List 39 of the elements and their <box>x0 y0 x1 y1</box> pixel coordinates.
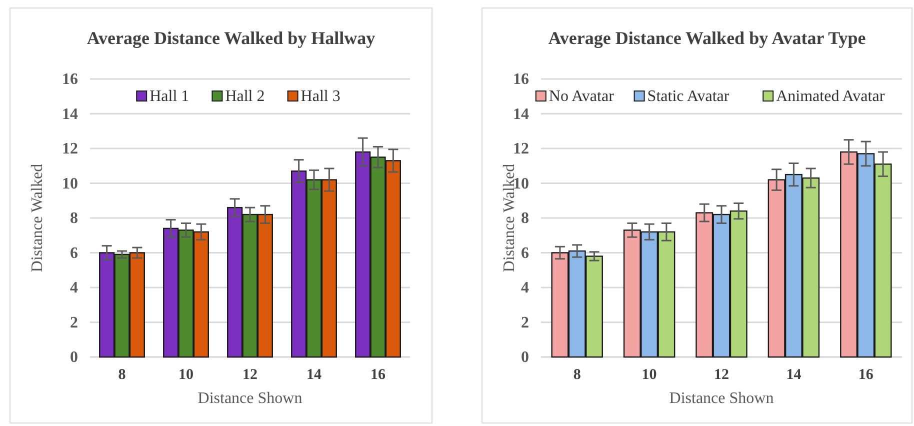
x-tick-label: 10 <box>642 367 657 383</box>
x-axis-title: Distance Shown <box>198 390 302 407</box>
chart-title: Average Distance Walked by Avatar Type <box>548 28 866 48</box>
x-tick-label: 12 <box>242 367 258 383</box>
legend-label: Hall 3 <box>300 88 340 105</box>
x-tick-label: 8 <box>118 367 126 383</box>
y-tick-label: 16 <box>62 71 78 88</box>
x-tick-label: 14 <box>306 367 322 383</box>
y-tick-label: 8 <box>521 210 529 227</box>
y-tick-label: 12 <box>513 140 529 158</box>
x-tick-label: 12 <box>714 367 729 383</box>
legend-label: Static Avatar <box>647 88 730 105</box>
y-tick-label: 4 <box>521 280 529 296</box>
y-axis-title: Distance Walked <box>29 164 46 272</box>
x-tick-label: 10 <box>178 367 194 383</box>
y-tick-label: 16 <box>513 71 529 88</box>
x-tick-label: 16 <box>370 367 386 383</box>
y-tick-label: 2 <box>70 314 78 332</box>
x-tick-label: 14 <box>786 367 802 383</box>
y-tick-label: 12 <box>62 140 78 158</box>
legend-label: Hall 2 <box>225 88 265 105</box>
y-tick-label: 14 <box>513 106 529 123</box>
legend-label: Hall 1 <box>150 88 190 105</box>
y-tick-label: 6 <box>70 244 78 262</box>
y-tick-label: 2 <box>521 314 529 332</box>
y-tick-label: 6 <box>521 244 529 262</box>
y-tick-label: 8 <box>70 210 78 227</box>
y-tick-label: 10 <box>62 175 78 192</box>
y-tick-label: 0 <box>70 349 78 366</box>
x-tick-label: 16 <box>858 367 874 383</box>
y-tick-label: 4 <box>70 280 78 296</box>
y-tick-label: 10 <box>513 175 529 192</box>
x-tick-label: 8 <box>573 367 581 383</box>
y-tick-label: 14 <box>62 106 78 123</box>
y-tick-label: 0 <box>521 349 529 366</box>
x-axis-title: Distance Shown <box>669 390 774 407</box>
chart-title: Average Distance Walked by Hallway <box>86 28 376 48</box>
legend-label: No Avatar <box>548 88 615 105</box>
legend-label: Animated Avatar <box>776 88 886 105</box>
